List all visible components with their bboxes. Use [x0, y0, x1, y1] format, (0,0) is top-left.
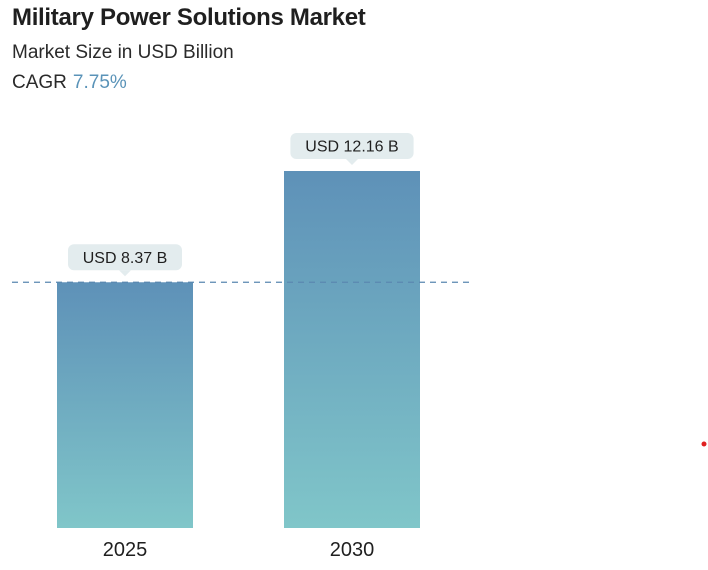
chart-subtitle: Market Size in USD Billion [12, 42, 234, 63]
x-tick-2025: 2025 [103, 539, 148, 561]
data-label-pointer [346, 159, 358, 165]
bar-2025 [57, 282, 193, 528]
x-tick-2030: 2030 [330, 539, 375, 561]
marker-dot [701, 441, 707, 447]
data-label-2025: USD 8.37 B [68, 244, 182, 277]
cagr-value: 7.75% [72, 72, 127, 93]
data-label-text: USD 12.16 B [305, 139, 398, 156]
cagr-label: CAGR [12, 72, 67, 93]
data-label-pointer [119, 270, 131, 277]
data-label-bg [290, 133, 414, 159]
chart-title: Military Power Solutions Market [12, 4, 366, 31]
bar-2030 [284, 171, 420, 528]
data-label-bg [68, 244, 182, 271]
cagr-row: CAGR 7.75% [12, 72, 127, 94]
data-label-2030: USD 12.16 B [290, 133, 414, 165]
data-label-text: USD 8.37 B [83, 250, 167, 267]
